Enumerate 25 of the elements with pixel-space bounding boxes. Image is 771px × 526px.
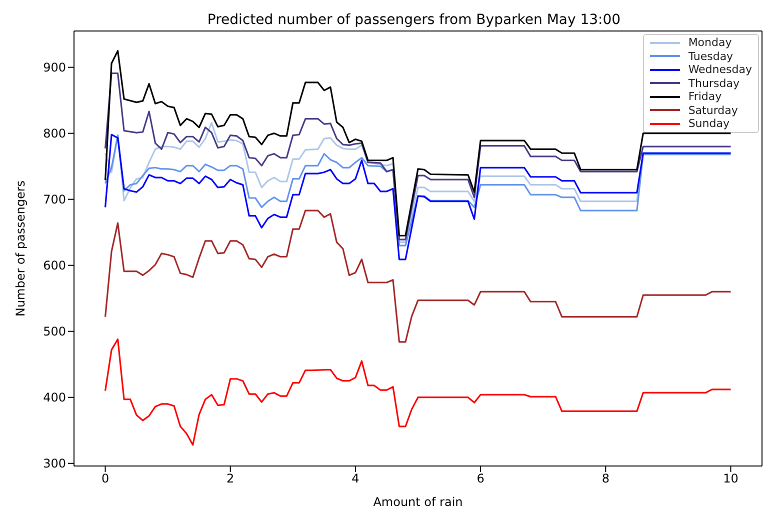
x-axis-title: Amount of rain (373, 495, 463, 509)
legend-label: Wednesday (688, 63, 752, 76)
x-tick-label: 6 (476, 472, 484, 486)
y-axis-title: Number of passengers (13, 180, 28, 317)
y-tick-label: 600 (43, 258, 66, 273)
line-series (104, 210, 732, 343)
line-series (104, 338, 732, 446)
legend-label: Monday (688, 36, 732, 50)
legend-label: Saturday (688, 104, 738, 117)
legend-label: Tuesday (688, 50, 734, 63)
legend-label: Sunday (688, 117, 730, 130)
y-tick-label: 800 (43, 126, 66, 141)
x-tick-label: 0 (101, 472, 110, 486)
chart-title: Predicted number of passengers from Byparken May 13:00 (206, 12, 622, 28)
x-tick-label: 2 (226, 472, 234, 486)
x-tick-label: 4 (352, 472, 360, 486)
y-tick-label: 500 (43, 324, 66, 339)
x-tick-label: 10 (723, 472, 738, 486)
y-tick-label: 700 (43, 192, 66, 207)
legend-label: Thursday (688, 76, 740, 90)
x-tick-label: 8 (602, 472, 610, 486)
y-tick-label: 400 (43, 390, 66, 405)
y-tick-label: 300 (43, 456, 66, 471)
legend-label: Friday (688, 90, 722, 104)
y-tick-label: 900 (43, 60, 66, 75)
